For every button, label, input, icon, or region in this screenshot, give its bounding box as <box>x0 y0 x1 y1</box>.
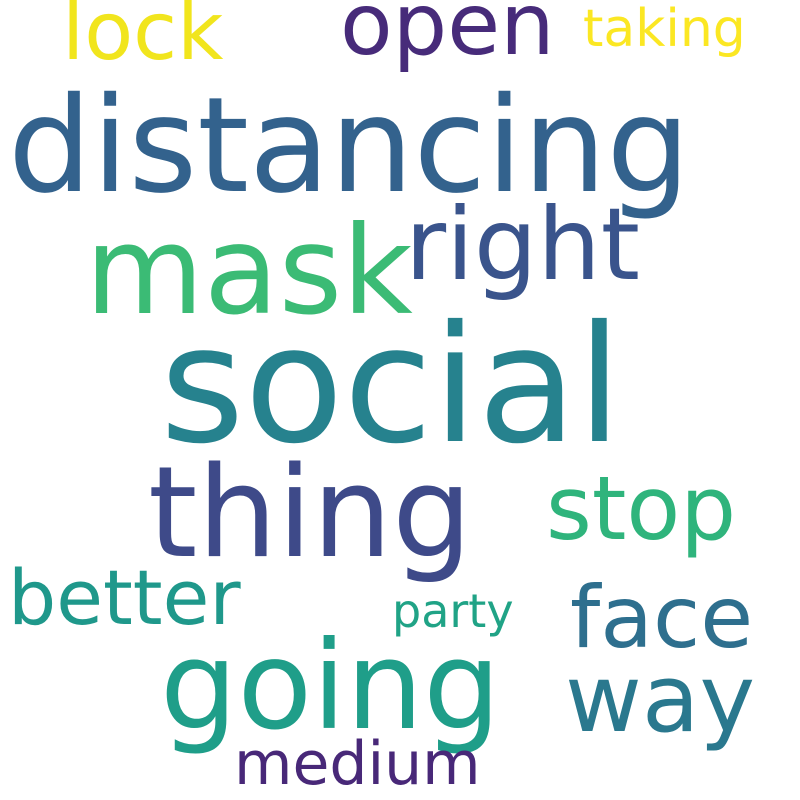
word-lock: lock <box>62 0 224 78</box>
word-stop: stop <box>546 457 737 560</box>
word-open: open <box>340 0 555 75</box>
word-social: social <box>160 292 622 480</box>
word-mask: mask <box>85 200 413 342</box>
word-party: party <box>392 584 514 638</box>
word-face: face <box>570 568 754 668</box>
word-distancing: distancing <box>8 69 691 223</box>
word-going: going <box>160 615 501 757</box>
word-way: way <box>565 645 756 754</box>
word-better: better <box>8 553 241 642</box>
word-thing: thing <box>148 439 473 586</box>
word-right: right <box>405 186 640 303</box>
word-medium: medium <box>234 729 481 799</box>
word-taking: taking <box>583 0 746 59</box>
